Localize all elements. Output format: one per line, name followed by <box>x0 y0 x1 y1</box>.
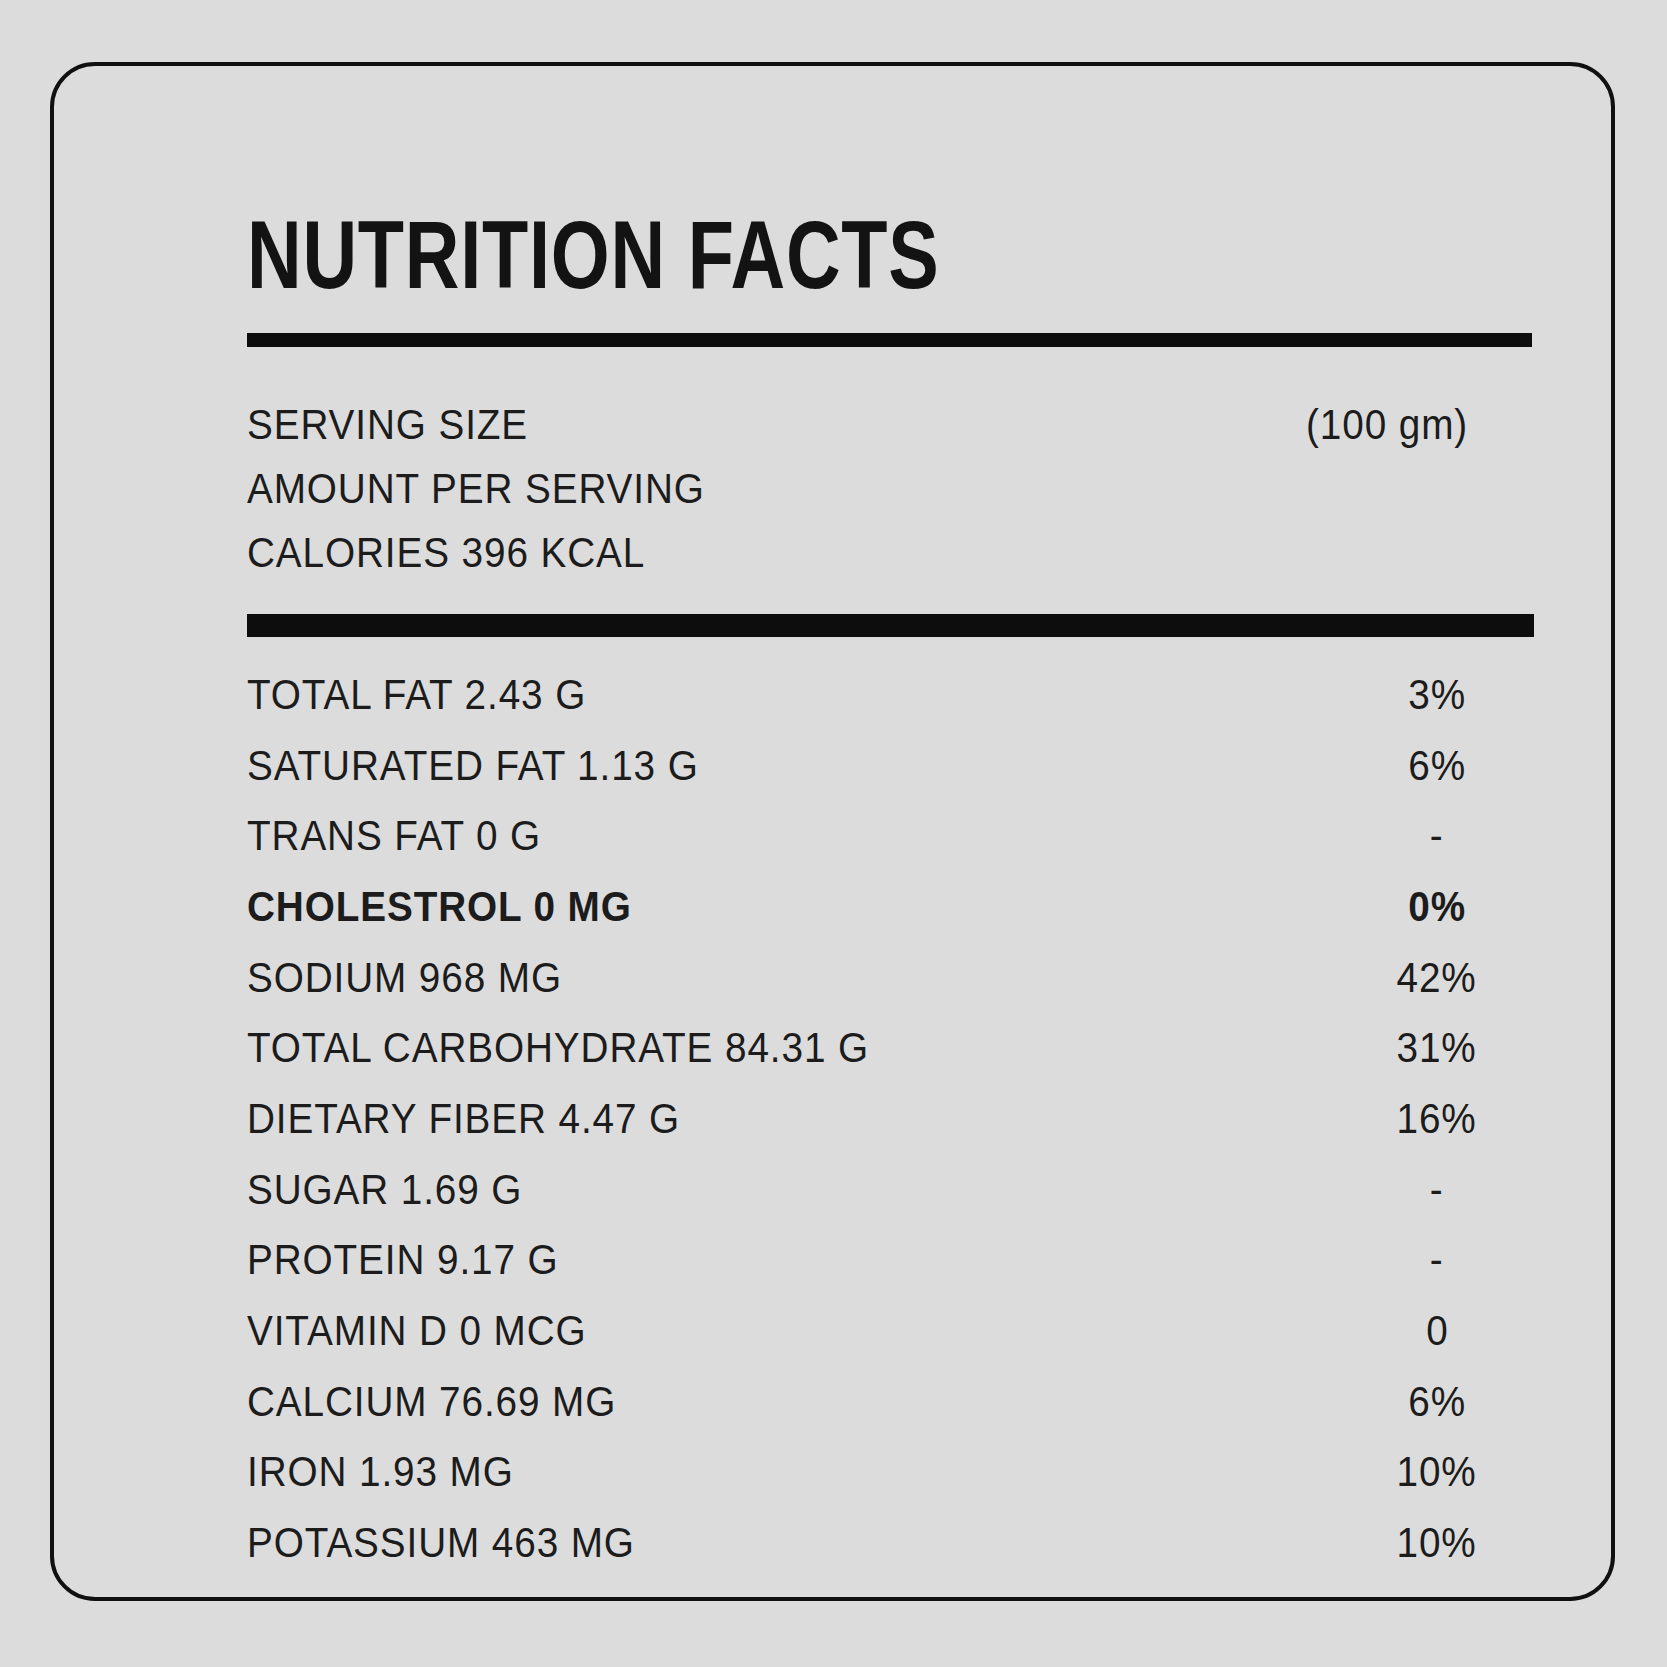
nutrient-daily-value: 6% <box>1342 744 1532 787</box>
serving-row-value: (100 gm) <box>1297 403 1532 446</box>
nutrient-daily-value: 0 <box>1342 1309 1532 1352</box>
nutrient-row: PROTEIN 9.17 G - <box>247 1225 1532 1296</box>
nutrient-row: VITAMIN D 0 MCG 0 <box>247 1295 1532 1366</box>
nutrient-table: TOTAL FAT 2.43 G 3% SATURATED FAT 1.13 G… <box>247 659 1532 1578</box>
nutrient-label: TRANS FAT 0 G <box>247 814 1342 857</box>
nutrient-daily-value: 10% <box>1342 1521 1532 1564</box>
nutrient-label: SODIUM 968 MG <box>247 956 1342 999</box>
nutrient-row: SUGAR 1.69 G - <box>247 1154 1532 1225</box>
nutrient-label: CHOLESTROL 0 MG <box>247 885 1342 928</box>
serving-row-label: SERVING SIZE <box>247 403 559 446</box>
page-title-text: NUTRITION FACTS <box>247 206 940 303</box>
nutrient-row: SODIUM 968 MG 42% <box>247 942 1532 1013</box>
serving-row-value <box>1477 531 1532 574</box>
nutrient-label: TOTAL FAT 2.43 G <box>247 673 1342 716</box>
nutrient-daily-value: - <box>1342 1168 1532 1211</box>
nutrient-daily-value: 6% <box>1342 1380 1532 1423</box>
nutrient-label: VITAMIN D 0 MCG <box>247 1309 1342 1352</box>
nutrient-label: DIETARY FIBER 4.47 G <box>247 1097 1342 1140</box>
nutrient-label: PROTEIN 9.17 G <box>247 1238 1342 1281</box>
serving-info-block: SERVING SIZE (100 gm) AMOUNT PER SERVING… <box>247 392 1532 584</box>
nutrient-label: IRON 1.93 MG <box>247 1450 1342 1493</box>
nutrient-daily-value: 31% <box>1342 1026 1532 1069</box>
serving-row: AMOUNT PER SERVING <box>247 456 1532 520</box>
nutrient-label: CALCIUM 76.69 MG <box>247 1380 1342 1423</box>
serving-row: SERVING SIZE (100 gm) <box>247 392 1532 456</box>
nutrient-row: TOTAL FAT 2.43 G 3% <box>247 659 1532 730</box>
serving-row-label: CALORIES 396 KCAL <box>247 531 689 574</box>
nutrient-row: CHOLESTROL 0 MG 0% <box>247 871 1532 942</box>
nutrient-row: SATURATED FAT 1.13 G 6% <box>247 730 1532 801</box>
nutrient-label: SATURATED FAT 1.13 G <box>247 744 1342 787</box>
page-title: NUTRITION FACTS <box>247 206 1135 303</box>
nutrient-daily-value: 0% <box>1342 885 1532 928</box>
nutrient-row: IRON 1.93 MG 10% <box>247 1437 1532 1508</box>
nutrient-row: DIETARY FIBER 4.47 G 16% <box>247 1083 1532 1154</box>
nutrient-daily-value: - <box>1342 814 1532 857</box>
nutrient-label: POTASSIUM 463 MG <box>247 1521 1342 1564</box>
nutrient-row: POTASSIUM 463 MG 10% <box>247 1507 1532 1578</box>
nutrient-row: TOTAL CARBOHYDRATE 84.31 G 31% <box>247 1012 1532 1083</box>
nutrient-daily-value: 3% <box>1342 673 1532 716</box>
title-divider-rule <box>247 333 1532 347</box>
nutrient-daily-value: 42% <box>1342 956 1532 999</box>
nutrient-row: CALCIUM 76.69 MG 6% <box>247 1366 1532 1437</box>
calories-divider-rule <box>247 614 1534 637</box>
nutrient-label: TOTAL CARBOHYDRATE 84.31 G <box>247 1026 1342 1069</box>
nutrition-label-card: NUTRITION FACTS SERVING SIZE (100 gm) AM… <box>50 62 1615 1601</box>
serving-row-label: AMOUNT PER SERVING <box>247 467 756 510</box>
nutrient-daily-value: 16% <box>1342 1097 1532 1140</box>
serving-row-value <box>1477 467 1532 510</box>
nutrient-daily-value: - <box>1342 1238 1532 1281</box>
nutrient-row: TRANS FAT 0 G - <box>247 800 1532 871</box>
serving-row: CALORIES 396 KCAL <box>247 520 1532 584</box>
nutrient-daily-value: 10% <box>1342 1450 1532 1493</box>
nutrient-label: SUGAR 1.69 G <box>247 1168 1342 1211</box>
